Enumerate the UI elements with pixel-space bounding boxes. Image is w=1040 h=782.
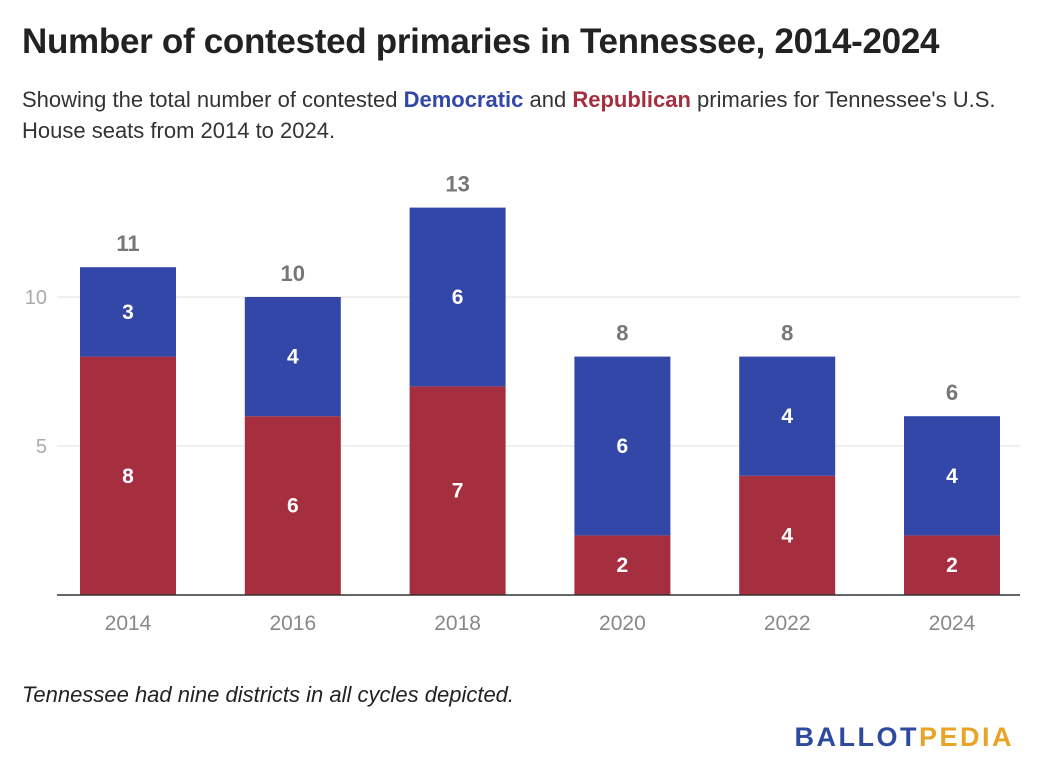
footnote: Tennessee had nine districts in all cycl…	[22, 682, 515, 707]
bar-democratic-2020	[574, 356, 671, 536]
bar-republican-2016	[244, 416, 341, 595]
data-label-democratic-2018: 6	[452, 286, 464, 309]
x-tick-label-2014: 2014	[105, 612, 152, 635]
x-tick-label-2024: 2024	[929, 612, 976, 635]
chart-subtitle: Showing the total number of contested De…	[22, 84, 1022, 146]
logo-part-ballot: BALLOT	[794, 722, 919, 752]
subtitle-republican: Republican	[572, 87, 691, 112]
chart-title: Number of contested primaries in Tenness…	[22, 22, 940, 61]
total-label-2020: 8	[616, 321, 628, 346]
y-tick-label-10: 10	[25, 287, 47, 309]
bar-democratic-2022	[739, 356, 836, 476]
bar-republican-2020	[574, 535, 671, 595]
data-label-democratic-2022: 4	[781, 405, 793, 428]
total-label-2022: 8	[781, 321, 793, 346]
data-label-democratic-2016: 4	[287, 346, 299, 369]
bar-republican-2014	[80, 356, 176, 595]
total-label-2014: 11	[116, 231, 139, 256]
bar-republican-2024	[904, 535, 1000, 595]
bar-democratic-2024	[904, 416, 1000, 536]
bar-republican-2022	[739, 475, 836, 595]
total-label-2018: 13	[445, 172, 469, 197]
y-tick-label-5: 5	[36, 436, 47, 458]
bar-democratic-2016	[244, 297, 341, 417]
data-label-democratic-2014: 3	[122, 301, 134, 324]
subtitle-text-2: and	[523, 87, 573, 112]
data-label-republican-2016: 6	[287, 495, 299, 518]
bar-democratic-2018	[409, 207, 506, 387]
data-label-democratic-2020: 6	[617, 435, 629, 458]
x-tick-label-2016: 2016	[269, 612, 316, 635]
subtitle-text-3: primaries for Tennessee's U.S. House sea…	[22, 87, 996, 143]
data-label-republican-2024: 2	[946, 554, 958, 577]
data-label-republican-2020: 2	[617, 554, 629, 577]
data-label-republican-2014: 8	[122, 465, 134, 488]
subtitle-democratic: Democratic	[403, 87, 524, 112]
x-tick-label-2018: 2018	[434, 612, 481, 635]
total-label-2016: 10	[281, 261, 305, 286]
data-label-republican-2018: 7	[452, 480, 464, 503]
data-label-republican-2022: 4	[781, 524, 793, 547]
ballotpedia-logo[interactable]: BALLOTPEDIA	[794, 722, 1014, 753]
logo-part-pedia: PEDIA	[918, 722, 1014, 752]
bar-republican-2018	[409, 386, 506, 595]
subtitle-text-1: Showing the total number of contested	[22, 87, 404, 112]
x-tick-label-2022: 2022	[764, 612, 811, 635]
data-label-democratic-2024: 4	[946, 465, 958, 488]
total-label-2024: 6	[946, 380, 958, 405]
x-tick-label-2020: 2020	[599, 612, 646, 635]
bar-democratic-2014	[80, 267, 176, 357]
